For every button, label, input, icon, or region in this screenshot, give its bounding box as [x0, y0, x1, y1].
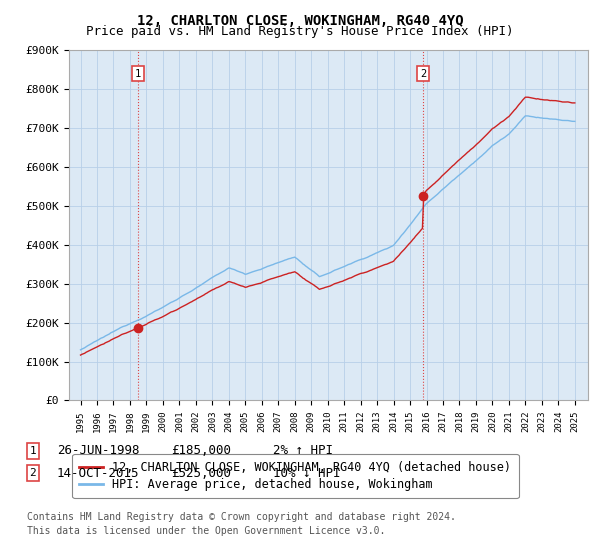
Text: 2: 2	[29, 468, 37, 478]
Text: 14-OCT-2015: 14-OCT-2015	[57, 466, 139, 480]
Text: 10% ↓ HPI: 10% ↓ HPI	[273, 466, 341, 480]
Text: Contains HM Land Registry data © Crown copyright and database right 2024.
This d: Contains HM Land Registry data © Crown c…	[27, 512, 456, 535]
Text: 1: 1	[29, 446, 37, 456]
Text: 12, CHARLTON CLOSE, WOKINGHAM, RG40 4YQ: 12, CHARLTON CLOSE, WOKINGHAM, RG40 4YQ	[137, 14, 463, 28]
Text: 2: 2	[420, 69, 426, 79]
Text: 26-JUN-1998: 26-JUN-1998	[57, 444, 139, 458]
Text: 1: 1	[135, 69, 141, 79]
Text: 2% ↑ HPI: 2% ↑ HPI	[273, 444, 333, 458]
Text: £185,000: £185,000	[171, 444, 231, 458]
Text: £525,000: £525,000	[171, 466, 231, 480]
Text: Price paid vs. HM Land Registry's House Price Index (HPI): Price paid vs. HM Land Registry's House …	[86, 25, 514, 38]
Legend: 12, CHARLTON CLOSE, WOKINGHAM, RG40 4YQ (detached house), HPI: Average price, de: 12, CHARLTON CLOSE, WOKINGHAM, RG40 4YQ …	[73, 454, 518, 498]
